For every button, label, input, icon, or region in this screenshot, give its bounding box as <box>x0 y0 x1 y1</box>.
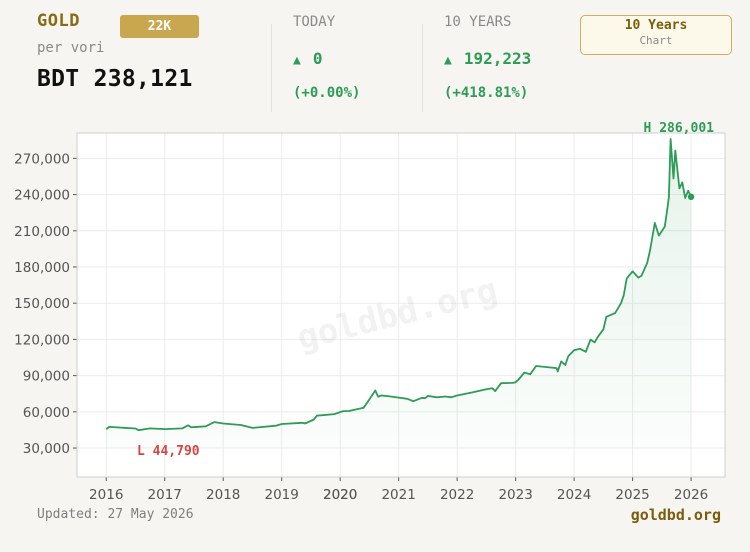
karat-badge[interactable]: 22K <box>120 15 199 38</box>
ten-years-label: 10 YEARS <box>444 14 512 30</box>
x-tick-label: 2023 <box>498 487 532 503</box>
y-tick-label: 240,000 <box>14 188 70 204</box>
up-arrow-icon: ▲ <box>444 53 452 68</box>
x-tick-label: 2016 <box>89 487 123 503</box>
unit-label: per vori <box>37 40 105 56</box>
up-arrow-icon: ▲ <box>293 53 301 68</box>
divider <box>422 24 423 112</box>
price-line <box>105 138 692 432</box>
x-tick-label: 2022 <box>440 487 474 503</box>
today-change-percent: (+0.00%) <box>293 85 361 101</box>
y-tick-label: 120,000 <box>14 332 70 348</box>
ten-years-chart-button[interactable]: 10 Years Chart <box>580 15 732 55</box>
y-tick-label: 270,000 <box>14 151 70 167</box>
price-chart: 30,000 60,000 90,000 120,000 150,000 180,000 2… <box>0 110 750 510</box>
ten-years-change-value: 192,223 <box>463 49 532 68</box>
chart-button-subtitle: Chart <box>639 34 673 47</box>
x-tick-label: 2025 <box>615 487 649 503</box>
x-tick-label: 2018 <box>206 487 240 503</box>
area-fill <box>106 139 692 449</box>
current-price-dot <box>687 193 695 201</box>
x-tick-label: 2020 <box>323 487 357 503</box>
x-tick-label: 2017 <box>148 487 182 503</box>
low-label: L 44,790 <box>137 444 200 459</box>
chart-button-title: 10 Years <box>624 18 688 33</box>
today-change: ▲ 0 <box>293 49 322 68</box>
today-label: TODAY <box>293 14 336 30</box>
high-label: H 286,001 <box>644 121 715 136</box>
y-tick-label: 180,000 <box>14 260 70 276</box>
x-tick-label: 2024 <box>557 487 591 503</box>
x-tick-label: 2019 <box>265 487 299 503</box>
y-tick-label: 90,000 <box>23 369 70 385</box>
ten-years-change: ▲ 192,223 <box>444 49 531 68</box>
ten-years-change-percent: (+418.81%) <box>444 85 529 101</box>
divider <box>271 24 272 112</box>
x-tick-label: 2020 <box>323 487 357 503</box>
x-tick-label: 2026 <box>674 487 708 503</box>
price-chart-svg: 30,000 60,000 90,000 120,000 150,000 180,000 2… <box>14 121 726 503</box>
plot-border <box>76 132 726 478</box>
y-tick-label: 30,000 <box>23 441 70 457</box>
today-change-value: 0 <box>312 49 323 68</box>
x-tick-label: 2021 <box>381 487 415 503</box>
metal-title: GOLD <box>37 11 80 31</box>
brand-link[interactable]: goldbd.org <box>630 506 721 524</box>
current-price: BDT 238,121 <box>37 66 193 92</box>
y-tick-label: 150,000 <box>14 296 70 312</box>
updated-timestamp: Updated: 27 May 2026 <box>37 507 194 522</box>
y-tick-label: 210,000 <box>14 224 70 240</box>
y-tick-label: 60,000 <box>23 405 70 421</box>
